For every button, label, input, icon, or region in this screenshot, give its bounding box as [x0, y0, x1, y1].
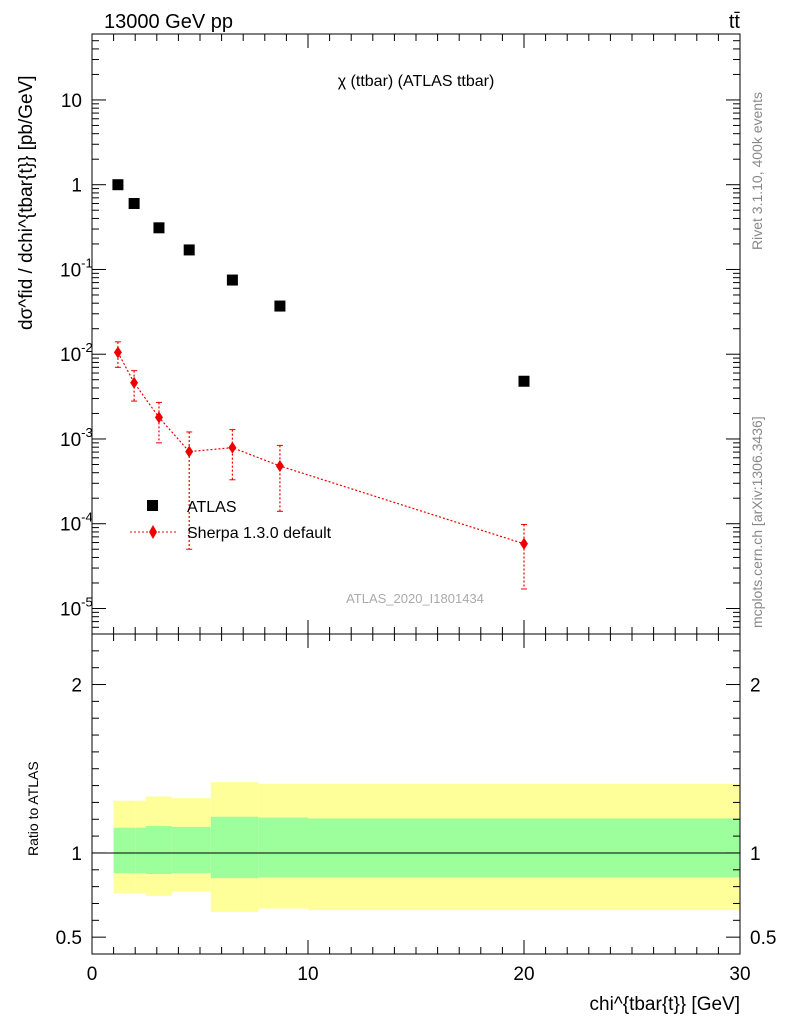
header-collision-label: 13000 GeV pp — [104, 11, 233, 33]
ratio-y-tick-label-right: 2 — [750, 676, 761, 697]
sherpa-point — [130, 376, 139, 389]
analysis-label: ATLAS_2020_I1801434 — [346, 591, 484, 606]
sherpa-point — [275, 459, 284, 472]
ratio-inner-band-1 — [135, 827, 146, 874]
sherpa-point — [113, 346, 122, 359]
ratio-y-axis-title: Ratio to ATLAS — [25, 761, 41, 856]
atlas-point — [128, 198, 140, 210]
legend-sherpa-label: Sherpa 1.3.0 default — [187, 525, 332, 542]
ratio-y-tick-label-right: 0.5 — [750, 928, 776, 949]
ratio-inner-band-0 — [113, 827, 136, 874]
atlas-point — [153, 222, 165, 234]
sherpa-point — [154, 411, 163, 424]
y-tick-label: 10-5 — [60, 594, 93, 620]
ratio-inner-band-5 — [258, 817, 308, 878]
atlas-point — [226, 274, 238, 286]
y-tick-label: 10-1 — [60, 255, 93, 281]
legend-atlas-marker — [147, 500, 158, 511]
x-tick-label: 0 — [87, 964, 98, 985]
y-axis-title: dσ^fid / dchi^{tbar{t}} [pb/GeV] — [16, 75, 37, 330]
ratio-y-tick-label-right: 1 — [750, 844, 761, 865]
x-tick-label: 30 — [729, 964, 750, 985]
ratio-inner-band-2 — [146, 826, 172, 874]
ratio-inner-band-4 — [210, 816, 259, 879]
atlas-point — [518, 375, 530, 387]
mcplots-label: mcplots.cern.ch [arXiv:1306.3436] — [749, 416, 765, 628]
ratio-y-tick-label-left: 0.5 — [56, 928, 82, 949]
legend-sherpa-marker — [149, 525, 157, 539]
y-tick-label: 10-2 — [60, 340, 93, 366]
legend: ATLAS Sherpa 1.3.0 default — [130, 499, 332, 542]
ratio-y-tick-label-left: 1 — [71, 844, 82, 865]
atlas-point — [112, 179, 124, 191]
sherpa-point — [228, 441, 237, 454]
sherpa-point — [185, 445, 194, 458]
ratio-inner-band-3 — [171, 826, 211, 874]
y-tick-label: 1 — [71, 176, 82, 197]
ratio-panel: 0 10 20 300.5 0.51 12 2 — [56, 634, 776, 985]
y-tick-label: 10-4 — [60, 510, 93, 536]
rivet-label: Rivet 3.1.10, 400k events — [749, 92, 765, 250]
atlas-point — [274, 300, 286, 312]
ratio-y-tick-label-left: 2 — [71, 676, 82, 697]
header-process-label: tt̄ — [729, 11, 741, 33]
y-tick-label: 10-3 — [60, 425, 93, 451]
y-tick-label: 10 — [61, 91, 82, 112]
main-panel: 10-5 10-4 10-3 10-2 10-1 1 10 — [60, 33, 741, 634]
ratio-plot-frame — [91, 633, 741, 955]
ratio-inner-band-6 — [308, 818, 740, 878]
chart-title: χ (ttbar) (ATLAS ttbar) — [338, 73, 495, 90]
x-tick-label: 10 — [297, 964, 318, 985]
legend-atlas-label: ATLAS — [187, 499, 237, 516]
x-axis-title: chi^{tbar{t}} [GeV] — [590, 994, 740, 1015]
sherpa-line — [117, 352, 525, 545]
x-tick-label: 20 — [513, 964, 534, 985]
atlas-point — [183, 244, 195, 256]
sherpa-point — [520, 537, 528, 550]
